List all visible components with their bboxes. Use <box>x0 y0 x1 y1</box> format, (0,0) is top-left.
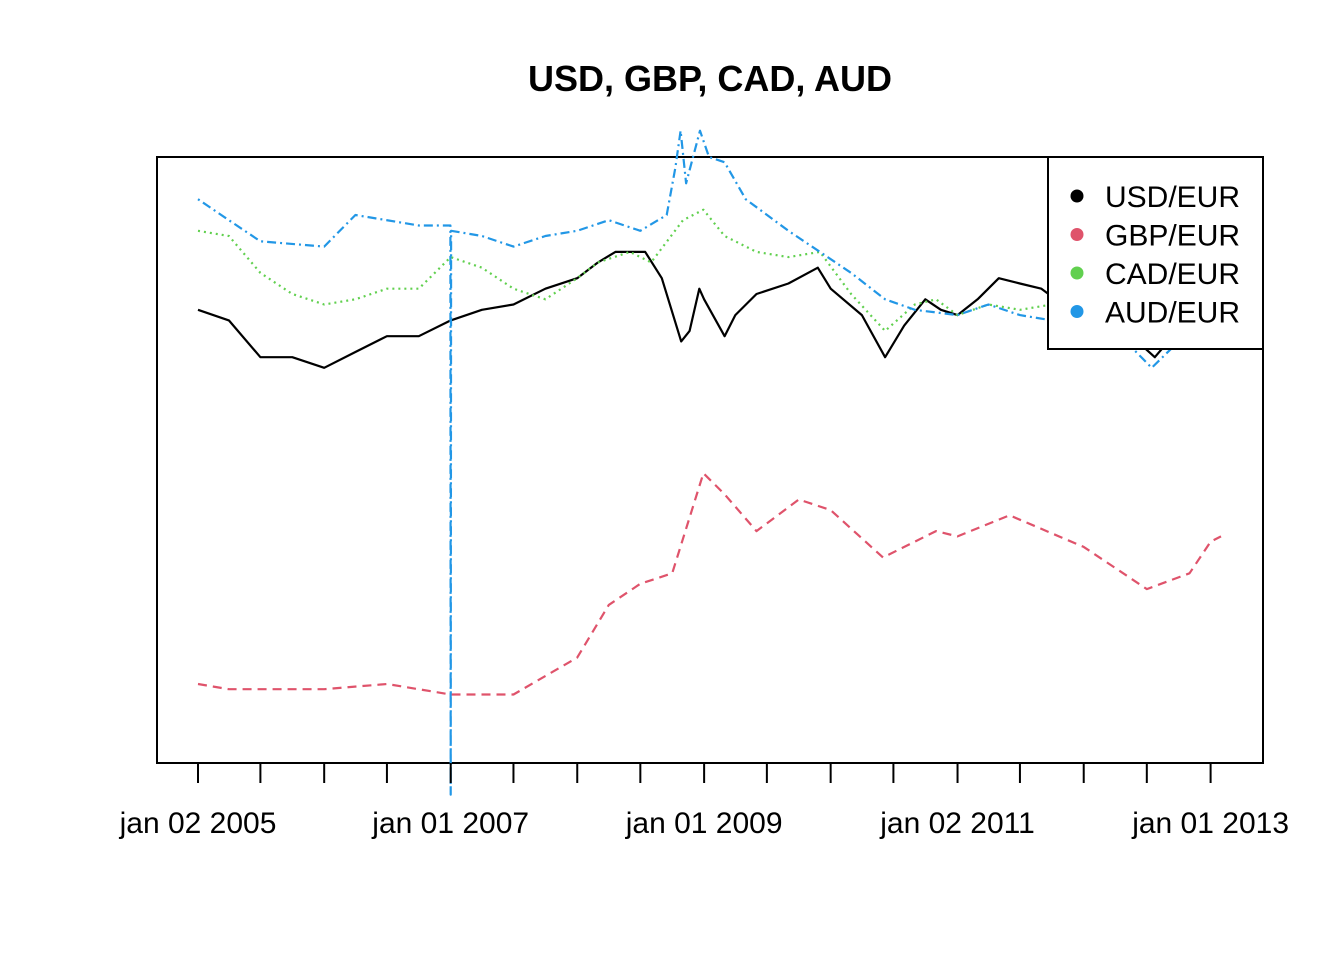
series-line-gbp-eur <box>197 472 1222 696</box>
legend: USD/EUR GBP/EUR CAD/EUR AUD/EUR <box>1047 156 1264 350</box>
x-tick-label: jan 01 2013 <box>1131 807 1289 840</box>
legend-marker-gbp-eur <box>1070 228 1084 241</box>
legend-marker-aud-eur <box>1070 305 1084 318</box>
x-tick-label: jan 01 2009 <box>625 807 783 840</box>
legend-label-gbp-eur: GBP/EUR <box>1105 220 1240 253</box>
legend-marker-cad-eur <box>1070 266 1084 280</box>
x-tick-label: jan 02 2011 <box>879 807 1035 840</box>
x-axis: jan 02 2005 jan 01 2007 jan 01 2009 jan 02 … <box>119 763 1289 840</box>
series-line-cad-eur <box>197 208 1222 343</box>
legend-label-aud-eur: AUD/EUR <box>1105 297 1240 330</box>
legend-marker-usd-eur <box>1070 189 1084 203</box>
legend-box <box>1047 156 1264 350</box>
chart-title: USD, GBP, CAD, AUD <box>527 58 893 99</box>
x-tick-label: jan 01 2007 <box>371 807 529 840</box>
x-tick-label: jan 02 2005 <box>119 807 277 840</box>
legend-label-cad-eur: CAD/EUR <box>1105 258 1240 291</box>
legend-label-usd-eur: USD/EUR <box>1105 181 1240 214</box>
plot-frame <box>156 156 1264 764</box>
